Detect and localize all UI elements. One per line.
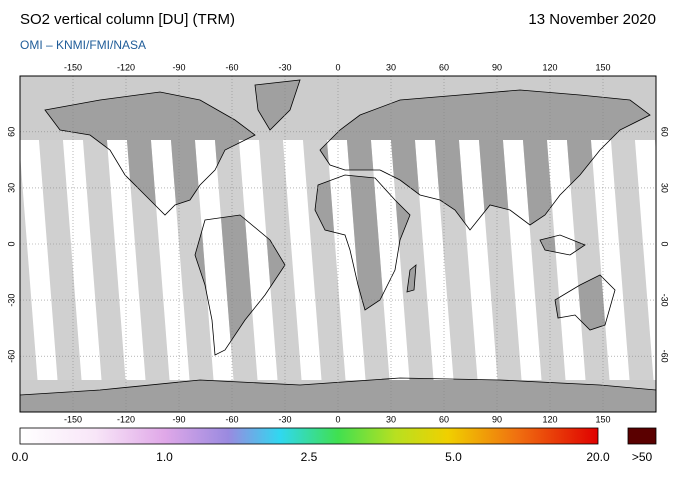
lon-label-top: 150 (595, 62, 610, 72)
lon-label-bottom: -150 (64, 414, 82, 424)
swath (78, 76, 128, 412)
lon-label-top: -90 (172, 62, 185, 72)
lon-label-top: 30 (386, 62, 396, 72)
map (20, 76, 656, 412)
lon-label-top: 0 (335, 62, 340, 72)
lon-label-top: -30 (278, 62, 291, 72)
lat-label-left: 60 (6, 127, 16, 137)
lon-label-top: -150 (64, 62, 82, 72)
colorbar-tick-label: 20.0 (586, 450, 610, 464)
lat-label-right: -60 (660, 350, 670, 363)
swath (254, 76, 304, 412)
colorbar-overflow-label: >50 (632, 450, 653, 464)
lat-label-right: 60 (660, 127, 670, 137)
lon-label-bottom: 0 (335, 414, 340, 424)
colorbar-tick-label: 5.0 (445, 450, 462, 464)
lat-label-left: -60 (6, 350, 16, 363)
lon-label-bottom: 120 (542, 414, 557, 424)
lon-label-top: 120 (542, 62, 557, 72)
lon-label-bottom: 90 (492, 414, 502, 424)
lon-label-top: -60 (225, 62, 238, 72)
colorbar-tick-label: 0.0 (12, 450, 29, 464)
lon-label-top: 60 (439, 62, 449, 72)
lon-label-top: 90 (492, 62, 502, 72)
colorbar-ticks: 0.0 1.0 2.5 5.0 20.0 (12, 450, 610, 464)
lat-label-right: 0 (660, 241, 670, 246)
lat-label-right: -30 (660, 294, 670, 307)
colorbar-tick-label: 2.5 (301, 450, 318, 464)
lon-label-top: -120 (117, 62, 135, 72)
lon-label-bottom: -30 (278, 414, 291, 424)
lon-label-bottom: 150 (595, 414, 610, 424)
graticule (20, 76, 656, 412)
lon-label-bottom: 30 (386, 414, 396, 424)
title: SO2 vertical column [DU] (TRM) (20, 11, 235, 28)
date: 13 November 2020 (528, 11, 656, 28)
ticks: -150 -150 -120 -120 -90 -90 -60 -60 -30 -30 0 0 30 30… (6, 62, 669, 424)
lat-label-left: -30 (6, 294, 16, 307)
lat-label-left: 30 (6, 183, 16, 193)
swath (606, 76, 656, 412)
lat-label-left: 0 (6, 241, 16, 246)
source: OMI – KNMI/FMI/NASA (20, 38, 146, 52)
colorbar (19, 427, 599, 445)
map-frame (19, 75, 657, 413)
lon-label-bottom: 60 (439, 414, 449, 424)
lon-label-bottom: -60 (225, 414, 238, 424)
lat-label-right: 30 (660, 183, 670, 193)
lon-label-bottom: -120 (117, 414, 135, 424)
colorbar-tick-label: 1.0 (156, 450, 173, 464)
colorbar-overflow (627, 427, 657, 445)
lon-label-bottom: -90 (172, 414, 185, 424)
swath (20, 153, 40, 412)
